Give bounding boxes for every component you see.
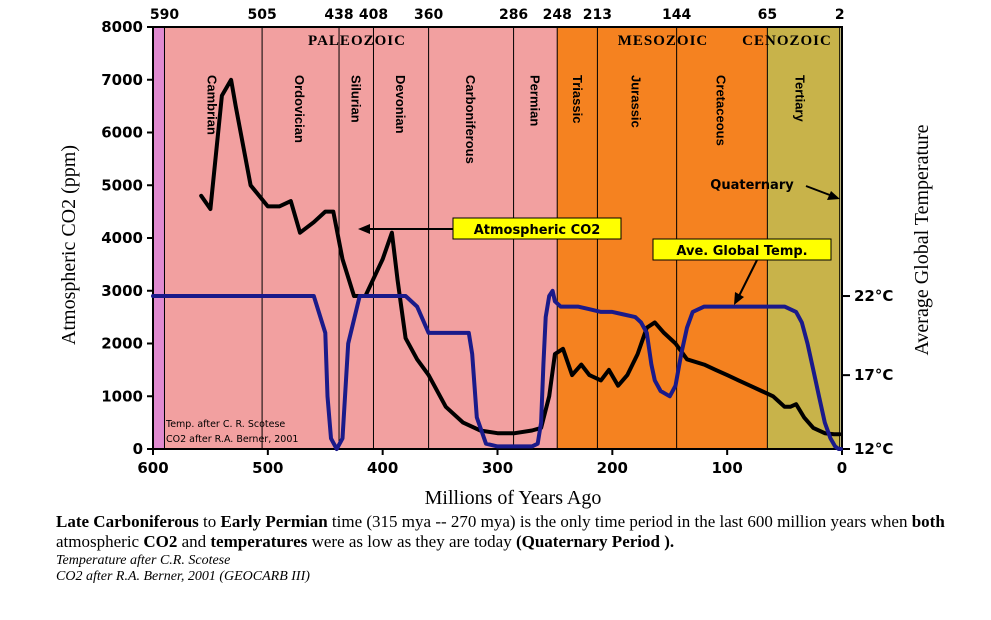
y-tick-label-2000: 2000	[101, 335, 143, 353]
figure-caption: Late Carboniferous to Early Permian time…	[56, 512, 956, 586]
y-tick-label-1000: 1000	[101, 387, 143, 405]
caption-part: both	[911, 512, 945, 531]
temp-callout-box	[652, 238, 832, 261]
co2-callout-label: Atmospheric CO2	[474, 223, 601, 238]
y-tick-label-7000: 7000	[101, 71, 143, 89]
caption-part: temperatures	[210, 532, 308, 551]
period-label-cambrian: Cambrian	[205, 75, 220, 135]
right-tick-label: 22°C	[854, 287, 893, 305]
period-label-carboniferous: Carboniferous	[463, 75, 478, 164]
x-axis-title: Millions of Years Ago	[425, 487, 602, 509]
period-label-ordovician: Ordovician	[292, 75, 307, 143]
period-labels: Cambrian Ordovician Silurian Devonian Carbon…	[205, 75, 808, 164]
co2-line	[199, 77, 842, 437]
caption-part: atmospheric	[56, 532, 144, 551]
y-tick-label-3000: 3000	[101, 282, 143, 300]
quaternary-label: Quaternary	[710, 178, 794, 193]
boundary-label-590: 590	[150, 7, 179, 23]
x-tick-label-400: 400	[367, 459, 398, 477]
right-tick-label: 17°C	[854, 366, 893, 384]
y-tick-label-4000: 4000	[101, 229, 143, 247]
series-lines	[151, 77, 843, 451]
x-tick-label-0: 0	[837, 459, 847, 477]
era-labels: PALEOZOIC MESOZOIC CENOZOIC	[308, 33, 832, 49]
boundary-label-144: 144	[662, 7, 691, 23]
x-tick-label-600: 600	[137, 459, 168, 477]
period-label-silurian: Silurian	[348, 75, 363, 123]
caption-part: were as low as they are today	[307, 532, 516, 551]
period-label-devonian: Devonian	[393, 75, 408, 134]
temp-callout-arrowhead	[734, 292, 744, 305]
period-label-triassic: Triassic	[570, 75, 585, 123]
caption-part: and	[177, 532, 211, 551]
era-label-paleozoic: PALEOZOIC	[308, 33, 406, 49]
y-axis-title-left: Atmospheric CO2 (ppm)	[58, 145, 80, 345]
x-tick-label-200: 200	[597, 459, 628, 477]
temp-callout-arrow	[736, 259, 758, 301]
temp-callout-label: Ave. Global Temp.	[676, 244, 807, 259]
y-tick-label-5000: 5000	[101, 176, 143, 194]
y-tick-label-8000: 8000	[101, 18, 143, 36]
y-axis-title-right: Average Global Temperature	[911, 124, 933, 355]
caption-credit-co2: CO2 after R.A. Berner, 2001 (GEOCARB III…	[56, 569, 310, 584]
boundary-label-213: 213	[583, 7, 612, 23]
caption-part: Early Permian	[220, 512, 328, 531]
chart-credit-co2: CO2 after R.A. Berner, 2001	[166, 434, 298, 445]
recent-band	[839, 27, 842, 449]
caption-credit-temp: Temperature after C.R. Scotese	[56, 553, 231, 568]
caption-part: time (315 mya -- 270 mya) is the only ti…	[327, 512, 912, 531]
y-tick-label-0: 0	[133, 440, 143, 458]
chart-credit-temp: Temp. after C. R. Scotese	[165, 419, 285, 430]
period-label-jurassic: Jurassic	[628, 75, 643, 128]
y-tick-label-6000: 6000	[101, 124, 143, 142]
caption-part: to	[198, 512, 221, 531]
boundary-label-408: 408	[359, 7, 388, 23]
era-label-cenozoic: CENOZOIC	[742, 33, 832, 49]
quaternary-arrowhead	[827, 191, 840, 200]
x-tick-label-100: 100	[712, 459, 743, 477]
era-label-mesozoic: MESOZOIC	[618, 33, 709, 49]
period-label-tertiary: Tertiary	[793, 75, 808, 122]
boundary-label-65: 65	[758, 7, 777, 23]
caption-part: Late Carboniferous	[56, 512, 199, 531]
temperature-line	[151, 288, 843, 451]
precambrian-band	[153, 27, 165, 449]
boundary-labels: 590 505 438 408 360 286 248 213 144 65 2	[150, 7, 845, 23]
boundary-label-286: 286	[499, 7, 528, 23]
boundary-label-438: 438	[324, 7, 353, 23]
co2-callout-arrowhead	[358, 224, 370, 234]
x-tick-label-500: 500	[252, 459, 283, 477]
boundary-label-505: 505	[247, 7, 276, 23]
right-tick-label: 12°C	[854, 440, 893, 458]
period-label-cretaceous: Cretaceous	[713, 75, 728, 146]
boundary-label-2: 2	[835, 7, 845, 23]
x-tick-label-300: 300	[482, 459, 513, 477]
boundary-label-360: 360	[414, 7, 443, 23]
caption-part: (Quaternary Period ).	[515, 532, 675, 551]
caption-part: CO2	[143, 532, 178, 551]
era-band-cenozoic	[767, 27, 840, 449]
period-label-permian: Permian	[527, 75, 542, 126]
callouts: Atmospheric CO2 Ave. Global Temp. Quaterna…	[358, 178, 840, 305]
boundary-label-248: 248	[543, 7, 572, 23]
